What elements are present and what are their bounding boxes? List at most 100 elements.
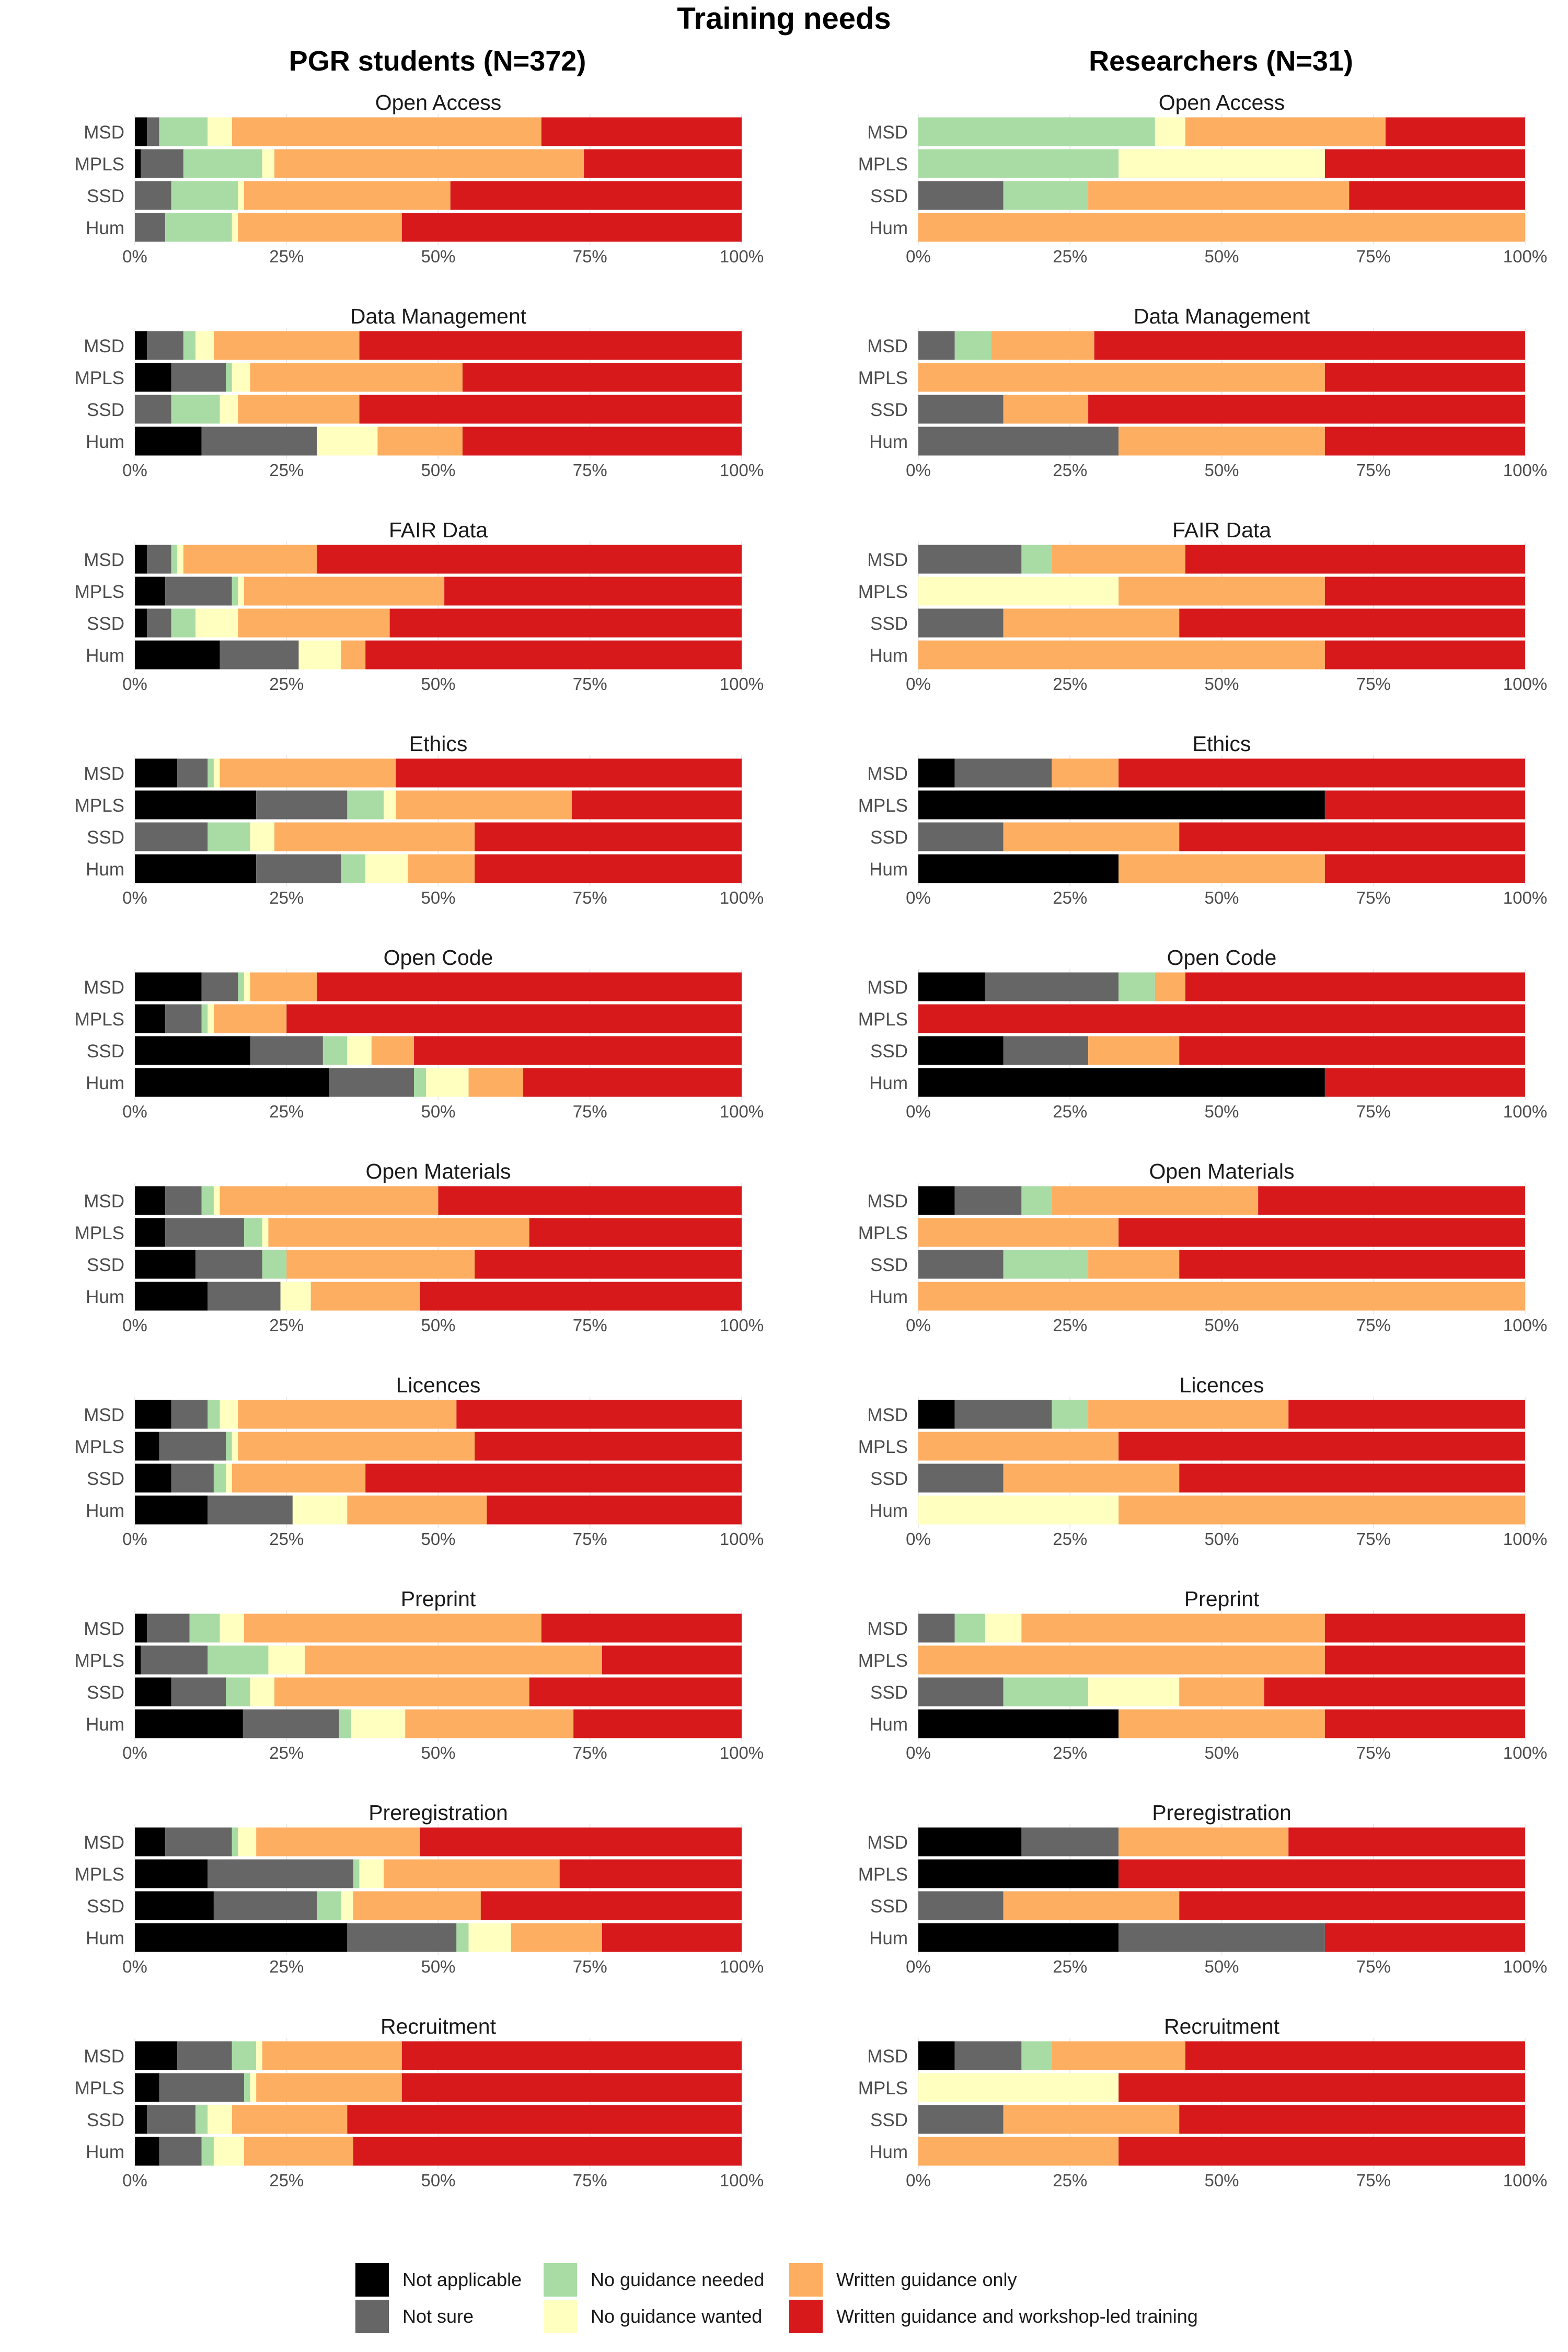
- bar-segment-not-applicable: [135, 1495, 208, 1525]
- x-tick-label: 50%: [1204, 1529, 1239, 1549]
- bar-segment-not-applicable: [135, 1400, 171, 1429]
- bar-segment-not-applicable: [135, 1250, 196, 1279]
- bar-segment-written-guidance-only: [918, 640, 1325, 670]
- x-tick-label: 100%: [1503, 1102, 1547, 1121]
- category-label: MPLS: [75, 368, 124, 388]
- bar-segment-written-guidance-and-workshop-led-training: [559, 1859, 742, 1888]
- bar-segment-written-guidance-only: [244, 577, 445, 606]
- x-tick-label: 0%: [906, 1316, 931, 1335]
- bar-segment-not-applicable: [918, 972, 985, 1001]
- category-label: SSD: [87, 1682, 124, 1703]
- bar-segment-not-applicable: [918, 1709, 1119, 1738]
- bar-segment-written-guidance-and-workshop-led-training: [1119, 2137, 1525, 2166]
- bar-segment-no-guidance-wanted: [262, 1218, 269, 1247]
- category-label: SSD: [870, 1255, 908, 1275]
- bar-segment-not-sure: [918, 608, 1004, 638]
- bar-segment-written-guidance-and-workshop-led-training: [1179, 822, 1525, 851]
- bar-segment-no-guidance-needed: [244, 2073, 250, 2102]
- bar-segment-written-guidance-and-workshop-led-training: [1179, 2105, 1525, 2134]
- category-label: MSD: [84, 1191, 124, 1212]
- bar-segment-no-guidance-needed: [201, 1004, 208, 1033]
- bar-segment-no-guidance-wanted: [207, 2105, 232, 2134]
- bar-segment-no-guidance-wanted: [238, 181, 244, 210]
- x-tick-label: 75%: [1356, 1529, 1391, 1549]
- bar-segment-not-sure: [159, 2073, 244, 2102]
- bar-segment-written-guidance-only: [244, 2137, 353, 2166]
- x-tick-label: 100%: [720, 888, 764, 907]
- bar-segment-not-sure: [1003, 1036, 1089, 1065]
- bar-segment-not-applicable: [135, 2041, 178, 2070]
- x-tick-label: 0%: [906, 1743, 931, 1762]
- bar-segment-not-applicable: [918, 1186, 955, 1215]
- bar-segment-written-guidance-only: [511, 1923, 602, 1952]
- category-label: Hum: [86, 432, 124, 452]
- x-tick-label: 25%: [1053, 247, 1087, 266]
- x-tick-label: 50%: [421, 1957, 455, 1976]
- bar-segment-written-guidance-only: [286, 1250, 475, 1279]
- category-label: Hum: [869, 1073, 908, 1093]
- bar-segment-no-guidance-needed: [189, 1613, 220, 1643]
- bar-segment-not-sure: [171, 1463, 214, 1493]
- x-tick-label: 0%: [906, 1102, 931, 1121]
- bar-segment-written-guidance-only: [232, 2105, 348, 2134]
- bar-segment-no-guidance-wanted: [384, 790, 396, 820]
- bar-segment-written-guidance-and-workshop-led-training: [1119, 758, 1525, 788]
- x-tick-label: 100%: [1503, 674, 1547, 694]
- panel-open-access-pgr: Open Access MSD MPLS SSD Hum 0% 25% 50% 75% 100%: [75, 90, 764, 266]
- x-tick-label: 25%: [1053, 1102, 1087, 1121]
- x-tick-label: 75%: [1356, 1102, 1391, 1121]
- bar-segment-no-guidance-wanted: [426, 1068, 469, 1097]
- bar-segment-no-guidance-needed: [262, 1250, 287, 1279]
- bar-segment-written-guidance-and-workshop-led-training: [1324, 1645, 1525, 1675]
- bar-segment-written-guidance-only: [274, 1677, 529, 1707]
- bar-segment-written-guidance-and-workshop-led-training: [523, 1068, 742, 1097]
- bar-segment-no-guidance-needed: [207, 1645, 269, 1675]
- category-label: Hum: [86, 859, 124, 880]
- category-label: SSD: [87, 827, 124, 848]
- bar-segment-written-guidance-and-workshop-led-training: [401, 213, 742, 242]
- bar-segment-no-guidance-needed: [414, 1068, 426, 1097]
- bar-segment-not-applicable: [135, 1859, 208, 1888]
- bar-segment-written-guidance-and-workshop-led-training: [475, 1250, 742, 1279]
- bar-segment-written-guidance-only: [1119, 1495, 1525, 1525]
- legend-swatch-written-guidance-only: [789, 2263, 823, 2297]
- bar-segment-not-applicable: [135, 1186, 166, 1215]
- bar-segment-no-guidance-needed: [232, 577, 238, 606]
- x-tick-label: 0%: [122, 247, 147, 266]
- bar-segment-written-guidance-and-workshop-led-training: [401, 2073, 742, 2102]
- x-tick-label: 0%: [906, 460, 931, 480]
- panel-open-access-researchers: Open Access MSD MPLS SSD Hum 0% 25% 50% 75% 100%: [858, 90, 1548, 266]
- bar-segment-written-guidance-and-workshop-led-training: [396, 758, 742, 788]
- bar-segment-no-guidance-wanted: [250, 822, 275, 851]
- bar-segment-no-guidance-needed: [207, 758, 214, 788]
- panel-title: Data Management: [1134, 304, 1310, 328]
- bar-segment-written-guidance-only: [310, 1282, 420, 1311]
- bar-segment-no-guidance-needed: [183, 149, 262, 178]
- category-label: MSD: [867, 122, 908, 143]
- bar-segment-written-guidance-only: [1119, 854, 1325, 883]
- bar-segment-written-guidance-only: [1088, 1400, 1289, 1429]
- bar-segment-no-guidance-needed: [341, 854, 366, 883]
- bar-segment-written-guidance-and-workshop-led-training: [541, 117, 742, 146]
- x-tick-label: 100%: [1503, 1316, 1547, 1335]
- x-tick-label: 75%: [573, 1102, 607, 1121]
- x-tick-label: 100%: [720, 1529, 764, 1549]
- x-tick-label: 100%: [720, 460, 764, 480]
- bar-segment-not-applicable: [918, 1036, 1004, 1065]
- category-label: MPLS: [858, 368, 908, 388]
- category-label: MPLS: [75, 582, 124, 602]
- bar-segment-no-guidance-needed: [339, 1709, 351, 1738]
- bar-segment-no-guidance-wanted: [468, 1923, 511, 1952]
- x-tick-label: 0%: [906, 888, 931, 907]
- bar-segment-not-sure: [918, 1891, 1004, 1920]
- bar-segment-no-guidance-needed: [165, 213, 232, 242]
- bar-segment-no-guidance-needed: [171, 181, 238, 210]
- bar-segment-not-sure: [918, 1677, 1004, 1707]
- bar-segment-not-sure: [165, 1186, 202, 1215]
- bar-segment-written-guidance-only: [213, 331, 360, 360]
- bar-segment-written-guidance-and-workshop-led-training: [1324, 1613, 1525, 1643]
- x-tick-label: 50%: [421, 674, 455, 694]
- x-tick-label: 25%: [269, 888, 304, 907]
- bar-segment-not-applicable: [135, 1709, 243, 1738]
- bar-segment-written-guidance-and-workshop-led-training: [1324, 1709, 1525, 1738]
